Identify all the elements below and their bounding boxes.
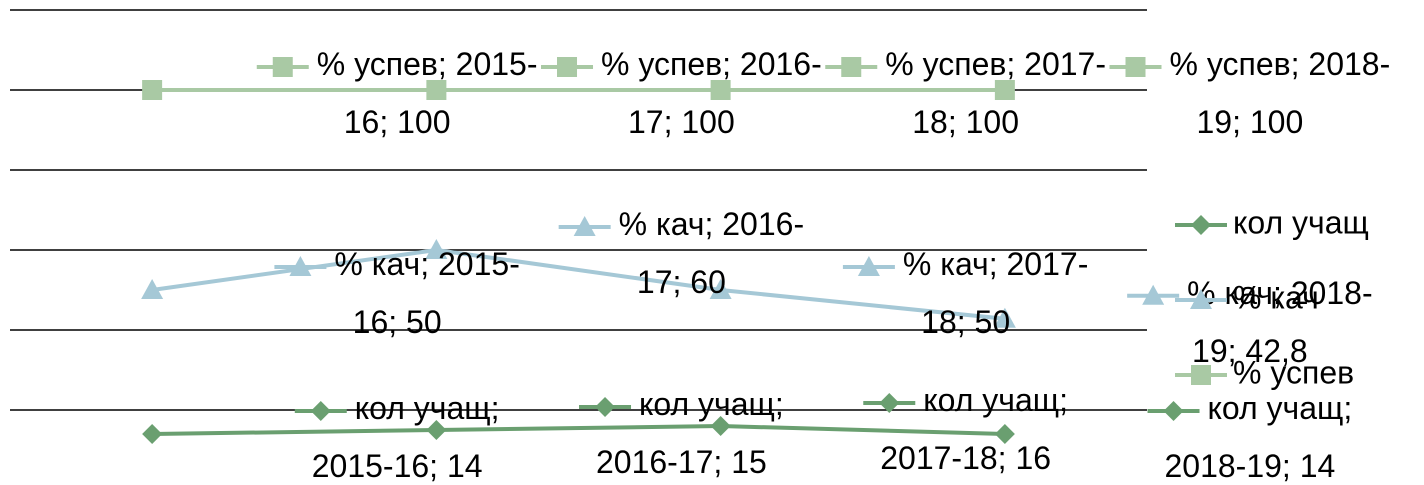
legend-label: кол учащ — [1233, 204, 1369, 240]
data-label-text: % кач; 2016-17; 60 — [619, 206, 804, 300]
marker — [426, 80, 447, 100]
data-label: кол учащ; 2018-19; 14 — [1147, 390, 1352, 484]
legend-label: % кач — [1233, 279, 1319, 315]
data-label-text: кол учащ; 2016-17; 15 — [596, 386, 784, 480]
data-label: % кач; 2018-19; 42,8 — [1127, 275, 1373, 369]
data-label: % успев; 2016-17; 100 — [541, 46, 822, 140]
marker — [841, 57, 862, 77]
legend-label: % успев — [1233, 354, 1354, 390]
marker — [994, 424, 1015, 444]
data-label: % успев; 2015-16; 100 — [256, 46, 538, 140]
data-label: % кач; 2015-16; 50 — [274, 246, 520, 340]
data-label: кол учащ; 2017-18; 16 — [863, 382, 1068, 476]
data-label: кол учащ; 2016-17; 15 — [579, 386, 784, 480]
marker — [1125, 57, 1146, 77]
series-line — [152, 423, 1005, 436]
data-label-text: % успев; 2018-19; 100 — [1170, 46, 1391, 140]
data-label-text: % кач; 2018-19; 42,8 — [1187, 275, 1372, 369]
marker — [573, 216, 596, 236]
data-label: % кач; 2017-18; 50 — [842, 246, 1088, 340]
marker — [993, 307, 1016, 328]
data-label: % успев; 2017-18; 100 — [825, 46, 1106, 140]
data-label-text: кол учащ; 2015-16; 14 — [312, 390, 500, 484]
data-label-text: % успев; 2016-17; 100 — [601, 46, 822, 140]
marker — [142, 80, 163, 100]
data-label: % успев; 2018-19; 100 — [1109, 46, 1391, 140]
marker — [272, 57, 293, 77]
data-label-text: кол учащ; 2017-18; 16 — [880, 382, 1068, 476]
marker — [710, 416, 731, 436]
marker — [710, 80, 731, 100]
data-label-text: кол учащ; 2018-19; 14 — [1164, 390, 1352, 484]
marker — [142, 424, 163, 444]
data-label-text: % успев; 2017-18; 100 — [885, 46, 1106, 140]
data-label-text: % кач; 2015-16; 50 — [334, 246, 519, 340]
marker — [879, 393, 900, 413]
marker — [1190, 289, 1212, 309]
marker — [310, 401, 331, 421]
marker — [289, 256, 312, 276]
marker — [994, 80, 1015, 100]
series-line — [151, 247, 1006, 321]
marker — [595, 397, 616, 417]
marker — [141, 279, 164, 299]
data-label: кол учащ; 2015-16; 14 — [294, 390, 500, 484]
data-label-text: % успев; 2015-16; 100 — [317, 46, 538, 140]
marker — [425, 239, 448, 259]
data-label-text: % кач; 2017-18; 50 — [903, 246, 1088, 340]
marker — [1163, 401, 1184, 421]
marker — [1191, 215, 1211, 235]
data-label: % кач; 2016-17; 60 — [558, 206, 804, 300]
marker — [1191, 365, 1211, 385]
marker — [1142, 284, 1165, 305]
marker — [857, 256, 880, 276]
marker — [709, 279, 732, 299]
marker — [557, 57, 578, 77]
marker — [426, 420, 447, 440]
